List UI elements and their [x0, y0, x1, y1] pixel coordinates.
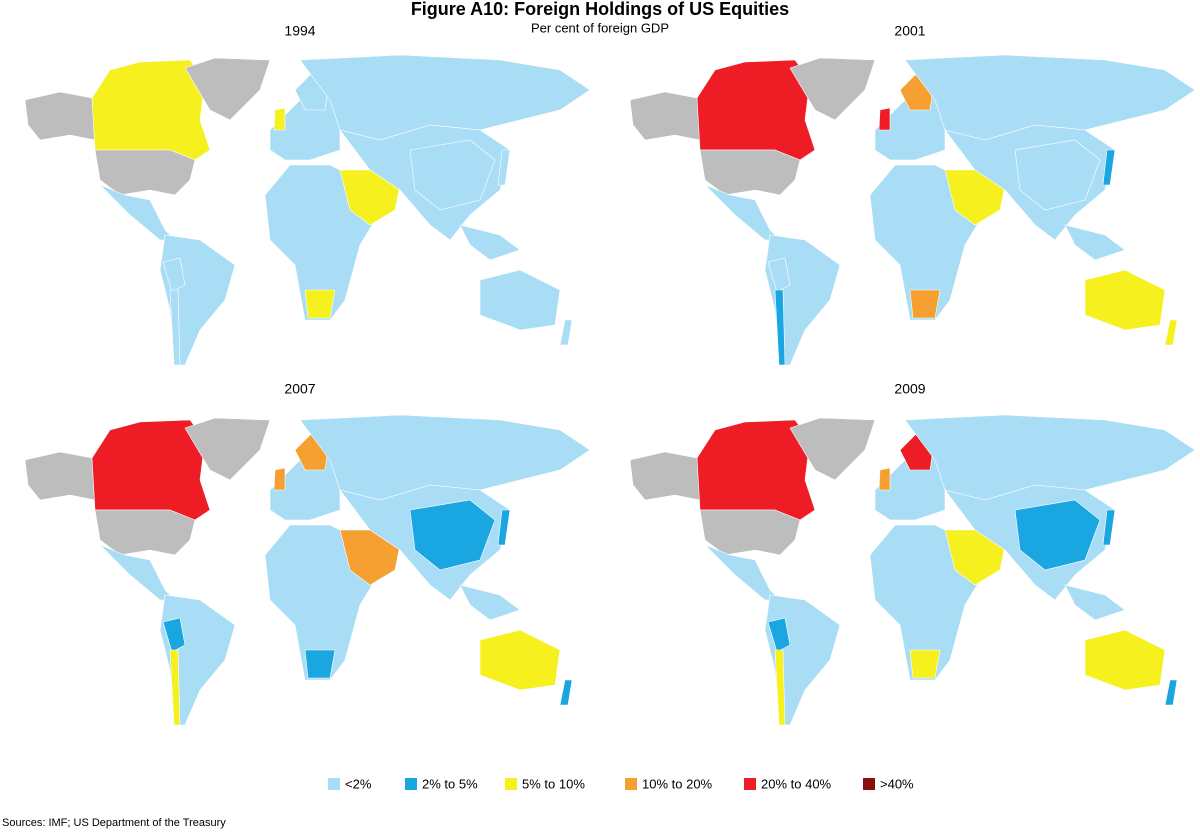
region-china [409, 139, 496, 211]
legend-label: 2% to 5% [422, 776, 478, 791]
figure-title: Figure A10: Foreign Holdings of US Equit… [411, 0, 789, 19]
map-panel [629, 414, 1196, 726]
legend-label: 5% to 10% [522, 776, 585, 791]
region-japan [1102, 509, 1116, 546]
region-alaska [629, 451, 701, 501]
region-alaska [24, 451, 96, 501]
region-uk [878, 107, 891, 131]
region-greenland [789, 417, 876, 481]
region-china [1014, 139, 1101, 211]
region-china [1014, 499, 1101, 571]
map-panel [24, 414, 591, 726]
map-panels [24, 54, 1196, 726]
legend-swatch [405, 778, 417, 790]
region-new-zealand [1164, 679, 1178, 706]
region-peru [767, 617, 791, 653]
region-australia [479, 629, 561, 691]
region-south-africa [909, 649, 941, 679]
region-greenland [184, 417, 271, 481]
source-note: Sources: IMF; US Department of the Treas… [2, 817, 226, 829]
region-peru [162, 257, 186, 293]
region-mexico [99, 184, 176, 241]
region-alaska [24, 91, 96, 141]
region-peru [767, 257, 791, 293]
region-alaska [629, 91, 701, 141]
legend-swatch [863, 778, 875, 790]
region-south-africa [304, 649, 336, 679]
region-new-zealand [559, 679, 573, 706]
region-uk [273, 107, 286, 131]
legend-label: <2% [345, 776, 372, 791]
legend-label: 10% to 20% [642, 776, 713, 791]
region-chile [774, 649, 786, 726]
legend-swatch [625, 778, 637, 790]
region-australia [1084, 629, 1166, 691]
legend-swatch [744, 778, 756, 790]
region-africa [869, 164, 981, 321]
legend-label: 20% to 40% [761, 776, 832, 791]
region-greenland [789, 57, 876, 121]
map-panel [629, 54, 1196, 366]
region-chile [169, 649, 181, 726]
region-japan [497, 509, 511, 546]
region-chile [169, 289, 181, 366]
region-japan [1102, 149, 1116, 186]
legend-label: >40% [880, 776, 914, 791]
region-australia [1084, 269, 1166, 331]
region-usa [94, 509, 196, 556]
region-japan [497, 149, 511, 186]
region-new-zealand [1164, 319, 1178, 346]
region-mexico [704, 184, 781, 241]
panel-year: 1994 [284, 23, 315, 39]
region-africa [869, 524, 981, 681]
region-new-zealand [559, 319, 573, 346]
region-uk [878, 467, 891, 491]
region-south-africa [304, 289, 336, 319]
region-mexico [704, 544, 781, 601]
region-usa [699, 509, 801, 556]
region-se-asia [1064, 584, 1126, 621]
region-south-africa [909, 289, 941, 319]
region-greenland [184, 57, 271, 121]
legend-swatch [505, 778, 517, 790]
region-peru [162, 617, 186, 653]
legend: <2% 2% to 5% 5% to 10% 10% to 20% 20% to 40%… [328, 776, 914, 791]
map-panel [24, 54, 591, 366]
panel-year: 2009 [894, 381, 925, 397]
region-africa [264, 524, 376, 681]
panel-year: 2007 [284, 381, 315, 397]
region-uk [273, 467, 286, 491]
legend-swatch [328, 778, 340, 790]
region-se-asia [459, 224, 521, 261]
region-chile [774, 289, 786, 366]
region-se-asia [1064, 224, 1126, 261]
region-usa [94, 149, 196, 196]
panel-year: 2001 [894, 23, 925, 39]
region-usa [699, 149, 801, 196]
figure-subtitle: Per cent of foreign GDP [531, 20, 669, 35]
region-australia [479, 269, 561, 331]
region-se-asia [459, 584, 521, 621]
region-china [409, 499, 496, 571]
region-africa [264, 164, 376, 321]
region-mexico [99, 544, 176, 601]
